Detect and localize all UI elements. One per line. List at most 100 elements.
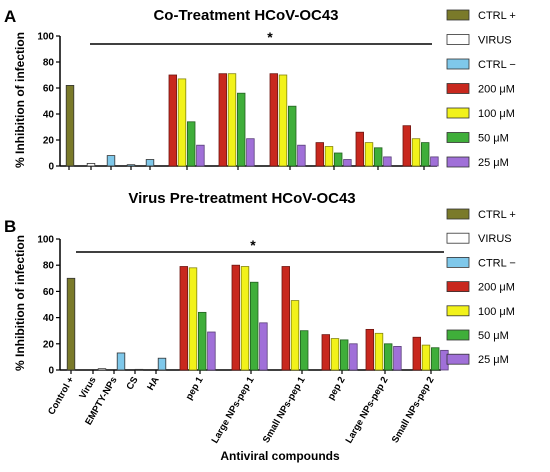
bar-200uM (218, 73, 227, 167)
legend-swatch (446, 132, 470, 143)
bar-25uM (297, 144, 306, 167)
legend-label: CTRL + (478, 209, 516, 221)
legend-swatch (446, 9, 470, 21)
x-tick-label: pep 2 (326, 375, 348, 402)
legend-swatch (446, 107, 470, 119)
y-tick-label: 100 (37, 235, 54, 246)
panel-b-title: Virus Pre-treatment HCoV-OC43 (128, 190, 355, 207)
bar-100uM (290, 300, 300, 371)
bar-25uM (393, 346, 402, 371)
bar-control (126, 164, 136, 167)
panel-a-plot: 0 20 40 60 80 100 * (37, 29, 439, 173)
y-tick-label: 60 (43, 84, 55, 95)
bar-100uM (177, 78, 187, 167)
panel-b-legend: CTRL + VIRUS CTRL − 200 μM 100 μM 50 μM 25 μM (446, 208, 516, 366)
legend-swatch (446, 156, 470, 168)
bar-200uM (365, 328, 374, 371)
bar-25uM (207, 331, 216, 371)
bar-100uM (411, 138, 421, 167)
bar-100uM (278, 74, 288, 167)
bar-50uM (197, 311, 207, 371)
x-tick-label: Small NPs-pep 1 (261, 374, 308, 445)
bar-control (66, 277, 76, 371)
panel-a-ylabel: % Inhibition of infection (13, 32, 27, 168)
x-tick-label: CS (124, 375, 140, 392)
x-tick-label: HA (145, 375, 161, 393)
legend-swatch (446, 232, 470, 244)
panel-b-letter: B (4, 217, 16, 236)
legend-label: 200 μM (478, 84, 515, 96)
bar-100uM (227, 73, 237, 167)
bar-control (86, 162, 96, 167)
y-tick-label: 40 (43, 313, 55, 324)
x-tick-label: Large NPs-pep 1 (210, 374, 257, 445)
bar-control (157, 357, 167, 371)
panel-b-xlabel: Antiviral compounds (220, 449, 340, 463)
legend-label: 50 μM (478, 133, 509, 145)
bar-25uM (196, 144, 205, 167)
bar-25uM (430, 156, 439, 167)
bar-25uM (349, 343, 358, 371)
legend-swatch (446, 58, 470, 70)
x-tick-label: Control + (46, 375, 77, 417)
legend-label: 200 μM (478, 282, 515, 294)
bar-50uM (299, 330, 309, 371)
bar-25uM (343, 159, 352, 167)
legend-swatch (446, 281, 470, 293)
panel-b-ylabel: % Inhibition of infection (13, 235, 27, 371)
bar-200uM (412, 336, 421, 371)
bar-200uM (179, 266, 188, 371)
bar-200uM (402, 125, 411, 167)
bar-control (106, 155, 116, 167)
bar-50uM (383, 343, 393, 371)
legend-swatch (446, 256, 470, 268)
y-tick-label: 40 (43, 110, 55, 121)
significance-star: * (267, 29, 273, 45)
legend-label: CTRL − (478, 257, 516, 269)
bar-50uM (249, 281, 259, 371)
bar-200uM (281, 266, 290, 371)
legend-swatch (446, 353, 470, 365)
legend-label: 50 μM (478, 330, 509, 342)
legend-swatch (446, 208, 470, 220)
bar-100uM (330, 338, 340, 371)
y-tick-label: 60 (43, 287, 55, 298)
legend-swatch (446, 83, 470, 94)
legend-label: 25 μM (478, 157, 509, 169)
y-tick-label: 100 (37, 32, 54, 43)
bar-control (145, 159, 155, 167)
x-tick-label: Virus (77, 375, 98, 401)
bar-50uM (373, 147, 383, 167)
bar-200uM (168, 74, 177, 167)
bar-25uM (259, 322, 268, 371)
bar-200uM (269, 73, 278, 167)
bar-50uM (430, 347, 440, 371)
legend-swatch (446, 329, 470, 341)
bar-100uM (324, 146, 334, 167)
bar-control (97, 368, 107, 371)
y-tick-label: 80 (43, 261, 55, 272)
legend-label: 100 μM (478, 306, 515, 318)
legend-label: 100 μM (478, 108, 515, 120)
bar-control (116, 352, 126, 371)
y-tick-label: 20 (43, 339, 55, 350)
y-tick-label: 0 (48, 162, 54, 173)
bar-200uM (315, 142, 324, 167)
bar-25uM (383, 156, 392, 167)
bar-200uM (231, 264, 240, 371)
bar-100uM (240, 266, 250, 371)
x-tick-label: pep 1 (184, 374, 206, 402)
bar-200uM (321, 334, 330, 371)
bar-50uM (333, 152, 343, 167)
y-tick-label: 20 (43, 136, 55, 147)
bar-control (65, 85, 75, 167)
bar-50uM (236, 92, 246, 167)
legend-label: VIRUS (478, 233, 512, 245)
y-tick-label: 0 (48, 366, 54, 377)
bar-100uM (188, 267, 198, 371)
bar-100uM (374, 332, 384, 371)
panel-a-letter: A (4, 7, 16, 26)
